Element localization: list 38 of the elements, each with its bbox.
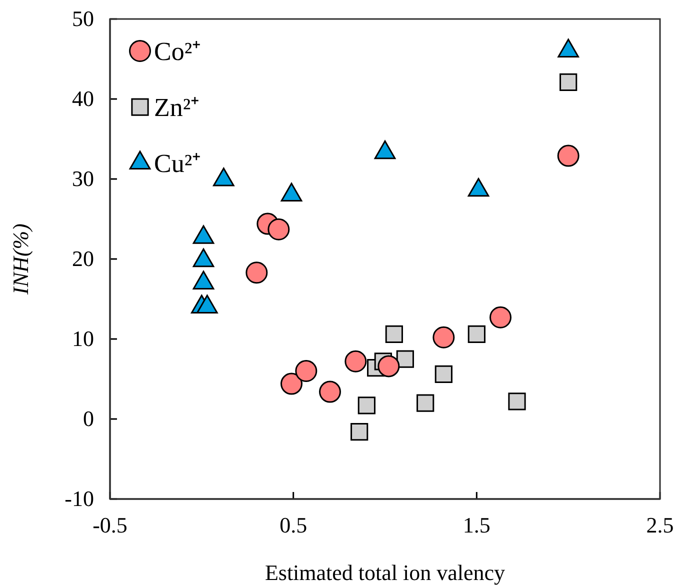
point — [319, 380, 341, 403]
point — [468, 178, 490, 197]
legend-label: Co²⁺ — [154, 37, 202, 66]
y-tick-label: -10 — [64, 486, 94, 512]
point — [350, 422, 368, 441]
point — [268, 218, 290, 240]
point — [378, 355, 400, 378]
y-tick-label: 50 — [72, 6, 94, 32]
legend-label: Zn²⁺ — [154, 93, 200, 122]
y-tick-label: 30 — [72, 166, 94, 192]
point — [358, 396, 376, 414]
point — [490, 306, 512, 328]
point — [385, 325, 403, 344]
point — [246, 262, 268, 284]
point — [558, 38, 579, 58]
point — [295, 360, 318, 382]
x-tick-label: 1.5 — [462, 512, 490, 538]
point — [213, 168, 234, 186]
x-tick-label: -0.5 — [92, 512, 128, 538]
x-tick-label: 2.5 — [646, 512, 674, 538]
y-tick-label: 0 — [83, 406, 94, 432]
point — [280, 182, 302, 202]
y-axis-title: INH(%) — [8, 224, 33, 296]
point — [416, 394, 434, 412]
point — [508, 392, 526, 410]
legend-label: Cu²⁺ — [154, 149, 202, 178]
point — [396, 350, 414, 368]
y-tick-label: 10 — [72, 326, 94, 352]
point — [468, 325, 486, 344]
x-tick-label: 0.5 — [280, 512, 308, 538]
point — [432, 326, 455, 348]
point — [280, 372, 302, 395]
y-tick-label: 40 — [72, 86, 94, 112]
point — [434, 365, 452, 384]
point — [344, 350, 367, 372]
point — [374, 140, 396, 160]
y-tick-label: 20 — [72, 246, 94, 272]
x-axis-title: Estimated total ion valency — [264, 560, 506, 585]
